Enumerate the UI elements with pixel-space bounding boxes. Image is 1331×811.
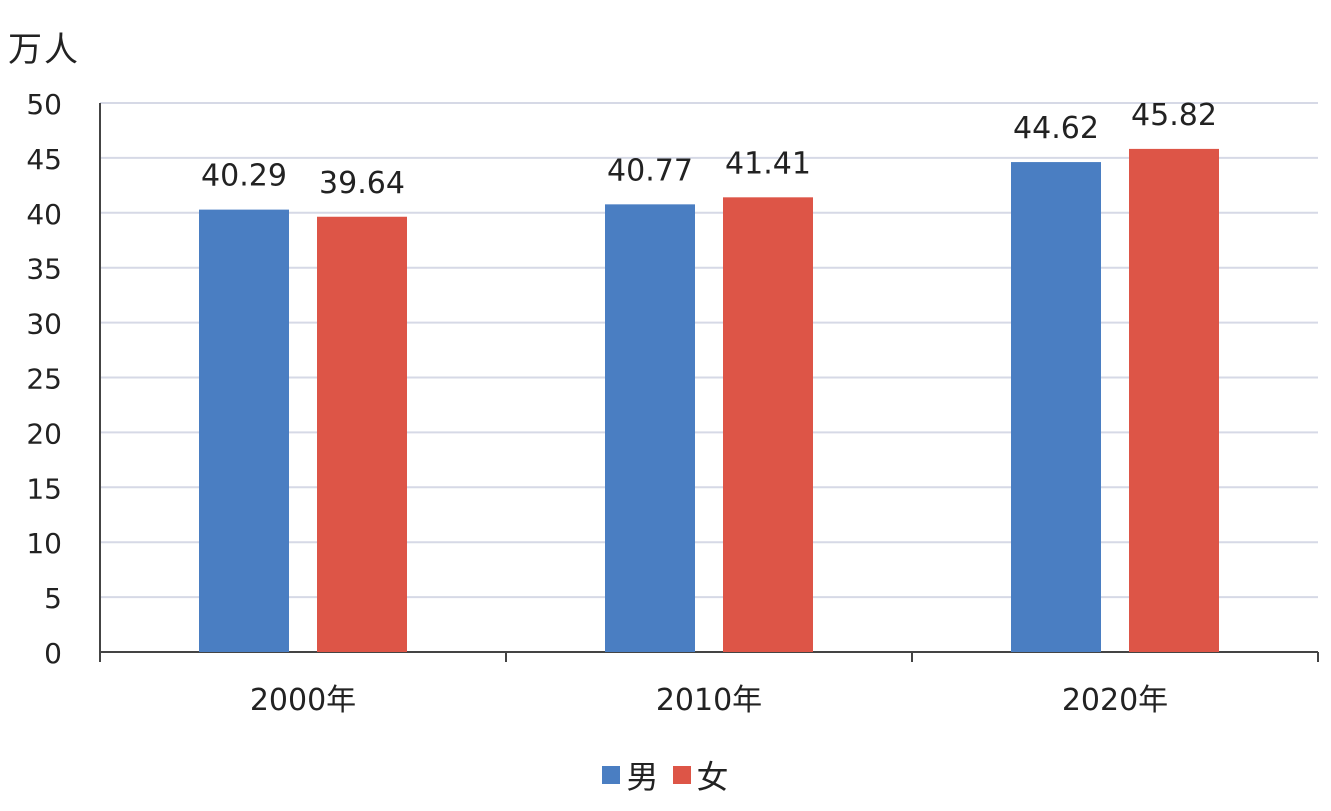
legend-label-male: 男 xyxy=(626,758,659,796)
legend-label-female: 女 xyxy=(696,758,729,796)
y-axis-unit-label: 万人 xyxy=(8,30,80,70)
bar-female xyxy=(723,197,813,652)
data-label: 41.41 xyxy=(725,146,811,181)
y-tick-label: 45 xyxy=(26,143,62,176)
y-tick-label: 0 xyxy=(44,637,62,670)
legend-item-male: 男 xyxy=(602,752,659,798)
bar-female xyxy=(1129,148,1219,652)
data-label: 40.77 xyxy=(607,153,693,188)
bar-male xyxy=(1011,162,1101,653)
y-tick-label: 40 xyxy=(26,198,62,231)
y-tick-label: 10 xyxy=(26,527,62,560)
y-tick-label: 50 xyxy=(26,88,62,121)
legend-swatch-male xyxy=(602,766,621,784)
bar-female xyxy=(317,216,407,652)
y-tick-label: 20 xyxy=(26,417,62,450)
data-label: 44.62 xyxy=(1013,111,1099,146)
x-tick-label: 2010年 xyxy=(656,683,762,718)
y-tick-label: 30 xyxy=(26,308,62,341)
y-tick-label: 5 xyxy=(44,582,62,615)
bar-male xyxy=(605,204,695,652)
data-label: 40.29 xyxy=(201,159,287,194)
data-label: 45.82 xyxy=(1131,98,1217,133)
y-tick-label: 15 xyxy=(26,472,62,505)
x-tick-label: 2000年 xyxy=(250,683,356,718)
x-tick-label: 2020年 xyxy=(1062,683,1168,718)
legend-item-female: 女 xyxy=(672,752,729,798)
y-tick-label: 35 xyxy=(26,253,62,286)
data-label: 39.64 xyxy=(319,166,405,201)
legend-swatch-female xyxy=(672,766,691,784)
y-tick-label: 25 xyxy=(26,363,62,396)
bar-male xyxy=(199,209,289,653)
legend: 男 女 xyxy=(0,752,1331,798)
